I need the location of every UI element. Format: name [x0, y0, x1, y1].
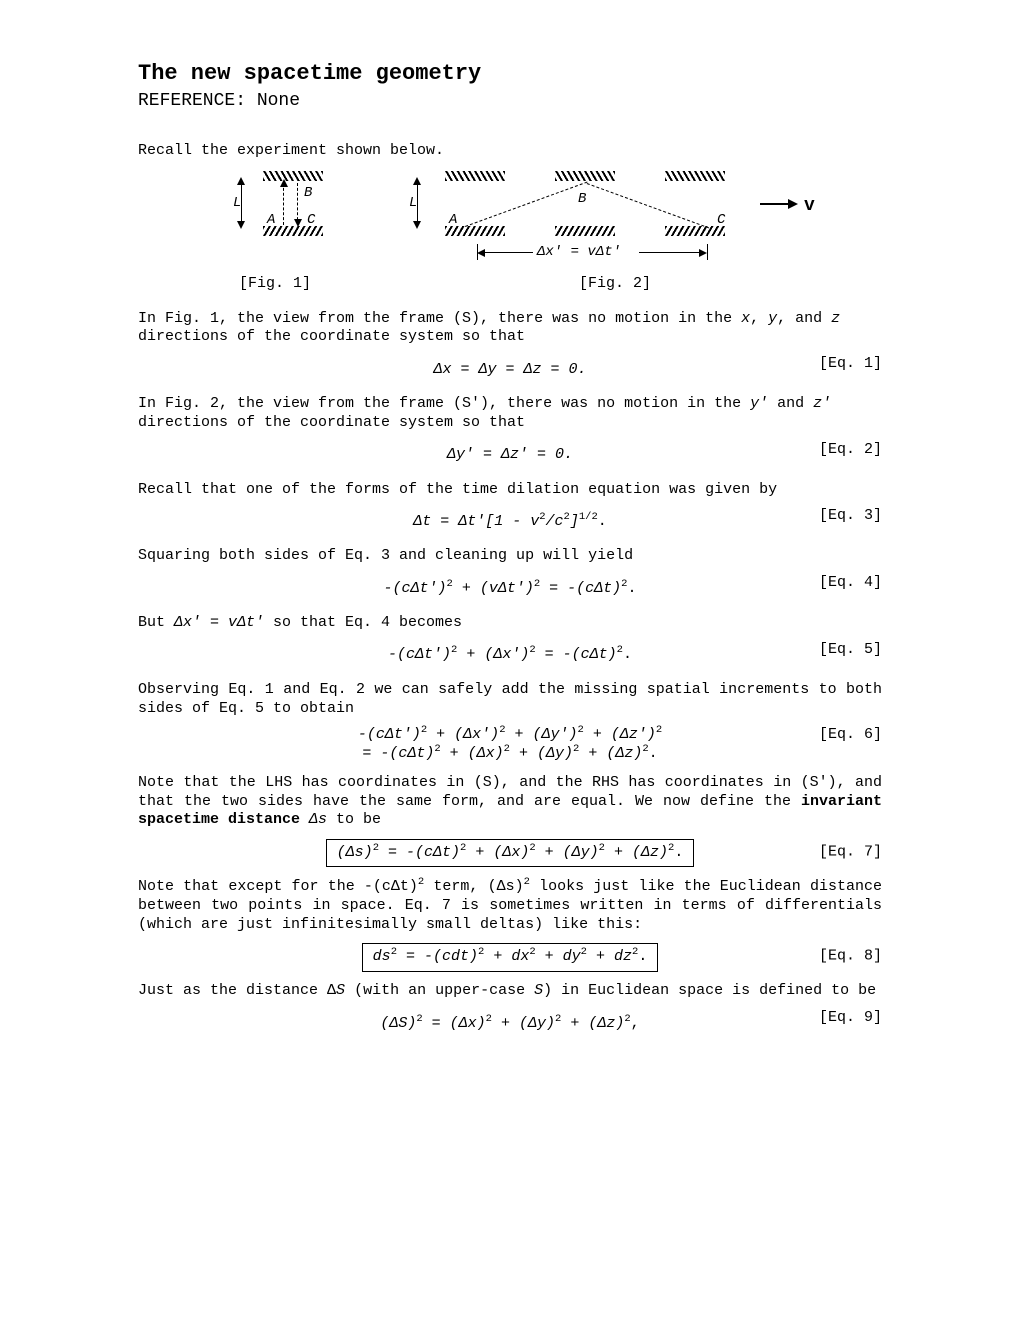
eq-6: -(cΔt')2 + (Δx')2 + (Δy')2 + (Δz')2 = -(… — [138, 726, 882, 764]
eq-4: -(cΔt')2 + (vΔt')2 = -(cΔt)2. [Eq. 4] — [138, 574, 882, 604]
para-sq: Squaring both sides of Eq. 3 and cleanin… — [138, 547, 882, 566]
fig2-v: v — [804, 195, 815, 218]
eq8-label: [Eq. 8] — [819, 948, 882, 967]
eq-5: -(cΔt')2 + (Δx')2 = -(cΔt)2. [Eq. 5] — [138, 641, 882, 671]
figure-captions: [Fig. 1] [Fig. 2] — [138, 275, 882, 294]
para-fig2: In Fig. 2, the view from the frame (S'),… — [138, 395, 882, 433]
fig2-B: B — [578, 191, 586, 209]
para-recall2: Recall that one of the forms of the time… — [138, 481, 882, 500]
eq-9: (ΔS)2 = (Δx)2 + (Δy)2 + (Δz)2, [Eq. 9] — [138, 1009, 882, 1039]
eq1-label: [Eq. 1] — [819, 355, 882, 374]
para-recall: Recall the experiment shown below. — [138, 142, 882, 161]
eq-7: (Δs)2 = -(cΔt)2 + (Δx)2 + (Δy)2 + (Δz)2.… — [138, 838, 882, 868]
eq7-label: [Eq. 7] — [819, 844, 882, 863]
para-obs: Observing Eq. 1 and Eq. 2 we can safely … — [138, 681, 882, 719]
para-note2: Note that except for the -(cΔt)2 term, (… — [138, 878, 882, 934]
eq2-label: [Eq. 2] — [819, 441, 882, 460]
fig1-A: A — [267, 212, 275, 230]
fig2-A: A — [449, 212, 457, 230]
figure-row: L B A C L A B C v — [138, 171, 882, 271]
fig2-L: L — [409, 195, 417, 213]
eq4-label: [Eq. 4] — [819, 574, 882, 593]
eq-1: Δx = Δy = Δz = 0. [Eq. 1] — [138, 355, 882, 385]
para-just: Just as the distance ΔS (with an upper-c… — [138, 982, 882, 1001]
eq-2: Δy' = Δz' = 0. [Eq. 2] — [138, 441, 882, 471]
fig2-C: C — [717, 212, 725, 230]
fig1-B: B — [304, 185, 312, 203]
fig2-deltaxt: Δx' = vΔt' — [537, 244, 621, 262]
fig1-C: C — [307, 212, 315, 230]
eq9-label: [Eq. 9] — [819, 1009, 882, 1028]
fig1-caption: [Fig. 1] — [195, 275, 355, 294]
eq-3: Δt = Δt'[1 - v2/c2]1/2. [Eq. 3] — [138, 507, 882, 537]
para-note1: Note that the LHS has coordinates in (S)… — [138, 774, 882, 830]
para-fig1: In Fig. 1, the view from the frame (S), … — [138, 310, 882, 348]
fig2-caption: [Fig. 2] — [405, 275, 825, 294]
para-but: But Δx' = vΔt' so that Eq. 4 becomes — [138, 614, 882, 633]
fig1-L: L — [233, 195, 241, 213]
eq-8: ds2 = -(cdt)2 + dx2 + dy2 + dz2. [Eq. 8] — [138, 942, 882, 972]
reference-line: REFERENCE: None — [138, 90, 882, 113]
figure-2: L A B C v Δx' = vΔt' — [405, 171, 825, 271]
eq3-label: [Eq. 3] — [819, 507, 882, 526]
eq5-label: [Eq. 5] — [819, 641, 882, 660]
page-title: The new spacetime geometry — [138, 60, 882, 88]
figure-1: L B A C — [195, 171, 355, 251]
eq6-label: [Eq. 6] — [819, 726, 882, 745]
